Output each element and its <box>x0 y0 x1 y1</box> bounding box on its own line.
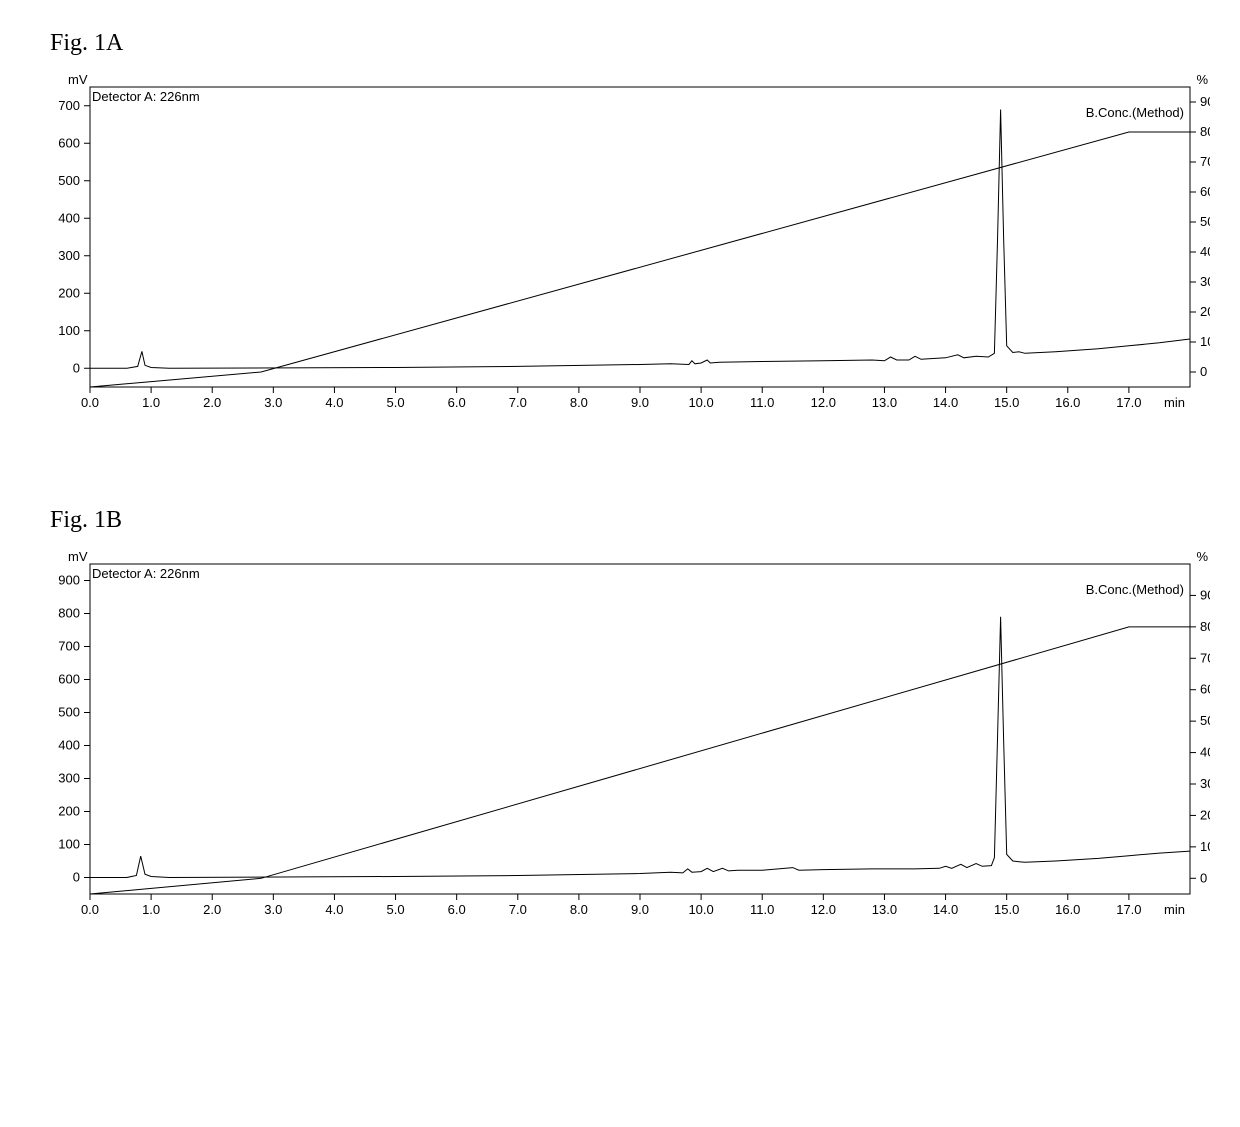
svg-text:90: 90 <box>1200 94 1210 109</box>
figure-title: Fig. 1A <box>50 30 1220 57</box>
svg-text:9.0: 9.0 <box>631 395 649 410</box>
svg-text:10.0: 10.0 <box>688 395 713 410</box>
svg-text:200: 200 <box>58 804 80 819</box>
svg-text:700: 700 <box>58 98 80 113</box>
svg-text:500: 500 <box>58 705 80 720</box>
svg-text:10: 10 <box>1200 334 1210 349</box>
svg-text:10.0: 10.0 <box>688 902 713 917</box>
svg-text:15.0: 15.0 <box>994 395 1019 410</box>
svg-text:11.0: 11.0 <box>750 902 774 917</box>
svg-text:14.0: 14.0 <box>933 395 958 410</box>
svg-text:400: 400 <box>58 738 80 753</box>
bconc-label: B.Conc.(Method) <box>1086 105 1184 120</box>
figure-title: Fig. 1B <box>50 507 1220 534</box>
svg-text:50: 50 <box>1200 214 1210 229</box>
svg-text:1.0: 1.0 <box>142 395 160 410</box>
svg-text:3.0: 3.0 <box>264 395 282 410</box>
svg-text:13.0: 13.0 <box>872 902 897 917</box>
svg-text:5.0: 5.0 <box>387 395 405 410</box>
svg-text:10: 10 <box>1200 839 1210 854</box>
svg-text:50: 50 <box>1200 713 1210 728</box>
y-left-unit: mV <box>68 72 88 87</box>
chromatogram-chart: 0.0 1.0 2.0 3.0 4.0 5.0 6.0 7.0 8.0 9.0 10.0 11.0 12… <box>30 544 1210 934</box>
svg-text:14.0: 14.0 <box>933 902 958 917</box>
svg-text:4.0: 4.0 <box>325 902 343 917</box>
svg-text:12.0: 12.0 <box>811 395 836 410</box>
svg-text:70: 70 <box>1200 650 1210 665</box>
svg-text:500: 500 <box>58 173 80 188</box>
svg-text:17.0: 17.0 <box>1116 902 1141 917</box>
svg-text:100: 100 <box>58 323 80 338</box>
svg-text:300: 300 <box>58 248 80 263</box>
svg-text:30: 30 <box>1200 776 1210 791</box>
svg-text:0: 0 <box>1200 870 1207 885</box>
svg-text:13.0: 13.0 <box>872 395 897 410</box>
svg-text:4.0: 4.0 <box>325 395 343 410</box>
svg-text:9.0: 9.0 <box>631 902 649 917</box>
svg-text:2.0: 2.0 <box>203 395 221 410</box>
svg-text:200: 200 <box>58 285 80 300</box>
svg-text:20: 20 <box>1200 807 1210 822</box>
svg-text:80: 80 <box>1200 124 1210 139</box>
detector-label: Detector A: 226nm <box>92 566 200 581</box>
svg-text:600: 600 <box>58 135 80 150</box>
svg-text:2.0: 2.0 <box>203 902 221 917</box>
chart-container: mV% Detector A: 226nm B.Conc.(Method) 0.0 1.… <box>30 544 1210 934</box>
detector-label: Detector A: 226nm <box>92 89 200 104</box>
svg-text:15.0: 15.0 <box>994 902 1019 917</box>
y-right-unit: % <box>1196 549 1208 564</box>
gradient-line <box>90 132 1190 387</box>
svg-text:8.0: 8.0 <box>570 395 588 410</box>
svg-text:7.0: 7.0 <box>509 902 527 917</box>
y-left-unit: mV <box>68 549 88 564</box>
svg-text:min: min <box>1164 902 1185 917</box>
gradient-line <box>90 627 1190 894</box>
svg-text:20: 20 <box>1200 304 1210 319</box>
svg-text:100: 100 <box>58 837 80 852</box>
svg-text:30: 30 <box>1200 274 1210 289</box>
svg-text:1.0: 1.0 <box>142 902 160 917</box>
svg-text:600: 600 <box>58 672 80 687</box>
svg-text:300: 300 <box>58 771 80 786</box>
chart-container: mV% Detector A: 226nm B.Conc.(Method) 0.0 1.… <box>30 67 1210 427</box>
svg-text:3.0: 3.0 <box>264 902 282 917</box>
svg-text:12.0: 12.0 <box>811 902 836 917</box>
svg-text:400: 400 <box>58 210 80 225</box>
svg-text:7.0: 7.0 <box>509 395 527 410</box>
svg-text:70: 70 <box>1200 154 1210 169</box>
svg-text:90: 90 <box>1200 587 1210 602</box>
svg-text:0.0: 0.0 <box>81 395 99 410</box>
chromatogram-chart: 0.0 1.0 2.0 3.0 4.0 5.0 6.0 7.0 8.0 9.0 10.0 11.0 12… <box>30 67 1210 427</box>
svg-text:800: 800 <box>58 606 80 621</box>
svg-text:0.0: 0.0 <box>81 902 99 917</box>
svg-text:6.0: 6.0 <box>448 902 466 917</box>
svg-text:700: 700 <box>58 639 80 654</box>
svg-text:17.0: 17.0 <box>1116 395 1141 410</box>
svg-text:min: min <box>1164 395 1185 410</box>
svg-text:8.0: 8.0 <box>570 902 588 917</box>
bconc-label: B.Conc.(Method) <box>1086 582 1184 597</box>
svg-text:900: 900 <box>58 573 80 588</box>
svg-text:0: 0 <box>73 360 80 375</box>
svg-text:60: 60 <box>1200 184 1210 199</box>
svg-text:40: 40 <box>1200 244 1210 259</box>
svg-text:0: 0 <box>1200 364 1207 379</box>
svg-text:16.0: 16.0 <box>1055 902 1080 917</box>
chromatogram-line <box>90 110 1190 369</box>
svg-text:16.0: 16.0 <box>1055 395 1080 410</box>
y-right-unit: % <box>1196 72 1208 87</box>
chromatogram-line <box>90 617 1190 878</box>
svg-text:6.0: 6.0 <box>448 395 466 410</box>
svg-text:0: 0 <box>73 870 80 885</box>
svg-text:11.0: 11.0 <box>750 395 774 410</box>
svg-text:80: 80 <box>1200 619 1210 634</box>
svg-text:60: 60 <box>1200 682 1210 697</box>
svg-text:5.0: 5.0 <box>387 902 405 917</box>
svg-text:40: 40 <box>1200 745 1210 760</box>
